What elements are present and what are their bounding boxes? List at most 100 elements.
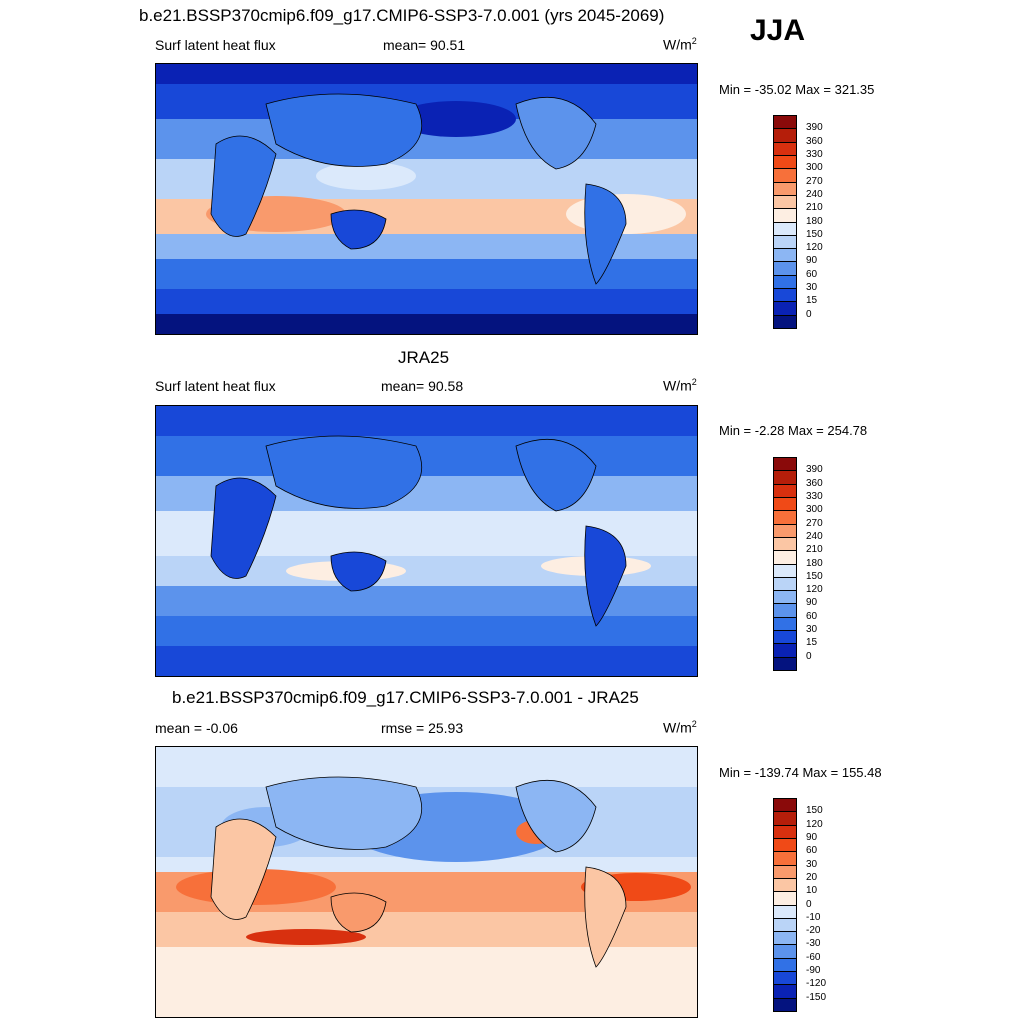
panel3-rmse-label: rmse = 25.93 xyxy=(381,720,464,736)
colorbar-tick-label: 210 xyxy=(806,202,823,214)
colorbar-box xyxy=(773,957,797,973)
colorbar-tick-label: 120 xyxy=(806,584,823,596)
season-label: JJA xyxy=(750,14,806,47)
colorbar-box xyxy=(773,590,797,605)
colorbar-box xyxy=(773,656,797,671)
colorbar-tick-label: 150 xyxy=(806,805,823,817)
colorbar-box xyxy=(773,194,797,210)
colorbar-tick-label: 240 xyxy=(806,188,823,200)
colorbar-box xyxy=(773,274,797,290)
colorbar-box xyxy=(773,864,797,879)
panel3-field xyxy=(156,747,697,1017)
panel2-unit-label: W/m2 xyxy=(663,377,697,394)
colorbar-tick-label: -10 xyxy=(806,911,821,923)
colorbar-tick-label: 150 xyxy=(806,228,823,240)
colorbar-tick-label: -120 xyxy=(806,978,827,990)
colorbar-box xyxy=(773,643,797,658)
colorbar-tick-label: -150 xyxy=(806,991,827,1003)
colorbar-box xyxy=(773,483,797,498)
panel3-colorbar: 150 120 90 60 30 20 10 0 -10 -20 -30 -60 -90 -120 -150 xyxy=(773,798,826,1012)
colorbar-box xyxy=(773,984,797,999)
colorbar-tick-label: 360 xyxy=(806,477,823,489)
colorbar-tick-label: 90 xyxy=(806,597,818,609)
colorbar-box xyxy=(773,877,797,893)
panel2-colorbar: 390 360 330 300 270 240 210 180 150 120 90 60 30 15 0 xyxy=(773,457,823,671)
colorbar-tick-label: 30 xyxy=(806,282,818,294)
colorbar-tick-label: 270 xyxy=(806,517,823,529)
colorbar-tick-label: -90 xyxy=(806,965,821,977)
colorbar-tick-label: 180 xyxy=(806,215,823,227)
colorbar-box xyxy=(773,128,797,143)
colorbar-box xyxy=(773,971,797,986)
colorbar-box xyxy=(773,154,797,170)
colorbar-tick-label: 60 xyxy=(806,845,818,857)
panel3-minmax: Min = -139.74 Max = 155.48 xyxy=(719,765,882,780)
colorbar-tick-label: 210 xyxy=(806,544,823,556)
panel3-unit-label: W/m2 xyxy=(663,719,697,736)
colorbar-box xyxy=(773,301,797,316)
panel3-mean-label: mean = -0.06 xyxy=(155,720,238,736)
colorbar-tick-label: 150 xyxy=(806,570,823,582)
colorbar-box xyxy=(773,837,797,853)
colorbar-tick-label: 240 xyxy=(806,530,823,542)
colorbar-tick-label: 270 xyxy=(806,175,823,187)
colorbar-tick-label: 15 xyxy=(806,295,818,307)
panel2-mean-label: mean= 90.58 xyxy=(381,378,464,394)
colorbar-box xyxy=(773,824,797,839)
colorbar-box xyxy=(773,470,797,485)
panel1-variable-label: Surf latent heat flux xyxy=(155,37,276,53)
colorbar-tick-label: 330 xyxy=(806,148,823,160)
colorbar-box xyxy=(773,931,797,946)
colorbar-box xyxy=(773,997,797,1012)
colorbar-tick-label: 0 xyxy=(806,898,812,910)
panel2-variable-label: Surf latent heat flux xyxy=(155,378,276,394)
colorbar-tick-label: 30 xyxy=(806,624,818,636)
colorbar-box xyxy=(773,141,797,156)
colorbar-tick-label: 120 xyxy=(806,818,823,830)
colorbar-box xyxy=(773,510,797,525)
colorbar-box xyxy=(773,457,797,472)
colorbar-tick-label: 300 xyxy=(806,162,823,174)
colorbar-tick-label: 300 xyxy=(806,504,823,516)
panel3-title: b.e21.BSSP370cmip6.f09_g17.CMIP6-SSP3-7.… xyxy=(172,688,639,707)
panel1-unit-label: W/m2 xyxy=(663,36,697,53)
panel2-title: JRA25 xyxy=(398,348,450,367)
colorbar-tick-label: 180 xyxy=(806,557,823,569)
colorbar-box xyxy=(773,523,797,538)
colorbar-tick-label: 390 xyxy=(806,122,823,134)
colorbar-tick-label: 120 xyxy=(806,242,823,254)
colorbar-box xyxy=(773,208,797,223)
colorbar-tick-label: 90 xyxy=(806,255,818,267)
colorbar-box xyxy=(773,904,797,919)
panel1-map xyxy=(155,63,698,335)
colorbar-tick-label: -60 xyxy=(806,951,821,963)
colorbar-tick-label: 360 xyxy=(806,135,823,147)
colorbar-box xyxy=(773,917,797,933)
colorbar-box xyxy=(773,798,797,813)
colorbar-tick-label: 390 xyxy=(806,464,823,476)
panel1-mean-label: mean= 90.51 xyxy=(383,37,466,53)
colorbar-box xyxy=(773,851,797,866)
colorbar-tick-label: 15 xyxy=(806,637,818,649)
colorbar-box xyxy=(773,288,797,303)
panel1-minmax: Min = -35.02 Max = 321.35 xyxy=(719,82,875,97)
colorbar-box xyxy=(773,181,797,196)
colorbar-box xyxy=(773,630,797,645)
colorbar-tick-label: 10 xyxy=(806,885,818,897)
colorbar-box xyxy=(773,563,797,578)
colorbar-tick-label: 60 xyxy=(806,610,818,622)
panel1-field xyxy=(156,64,697,334)
colorbar-tick-label: -20 xyxy=(806,925,821,937)
colorbar-tick-label: 0 xyxy=(806,650,812,662)
colorbar-box xyxy=(773,496,797,512)
colorbar-tick-label: 20 xyxy=(806,871,818,883)
colorbar-tick-label: 330 xyxy=(806,490,823,502)
colorbar-box xyxy=(773,115,797,130)
colorbar-box xyxy=(773,221,797,236)
colorbar-box xyxy=(773,576,797,592)
colorbar-box xyxy=(773,261,797,276)
colorbar-tick-label: 0 xyxy=(806,308,812,320)
colorbar-box xyxy=(773,603,797,618)
colorbar-box xyxy=(773,944,797,959)
colorbar-tick-label: 90 xyxy=(806,831,818,843)
